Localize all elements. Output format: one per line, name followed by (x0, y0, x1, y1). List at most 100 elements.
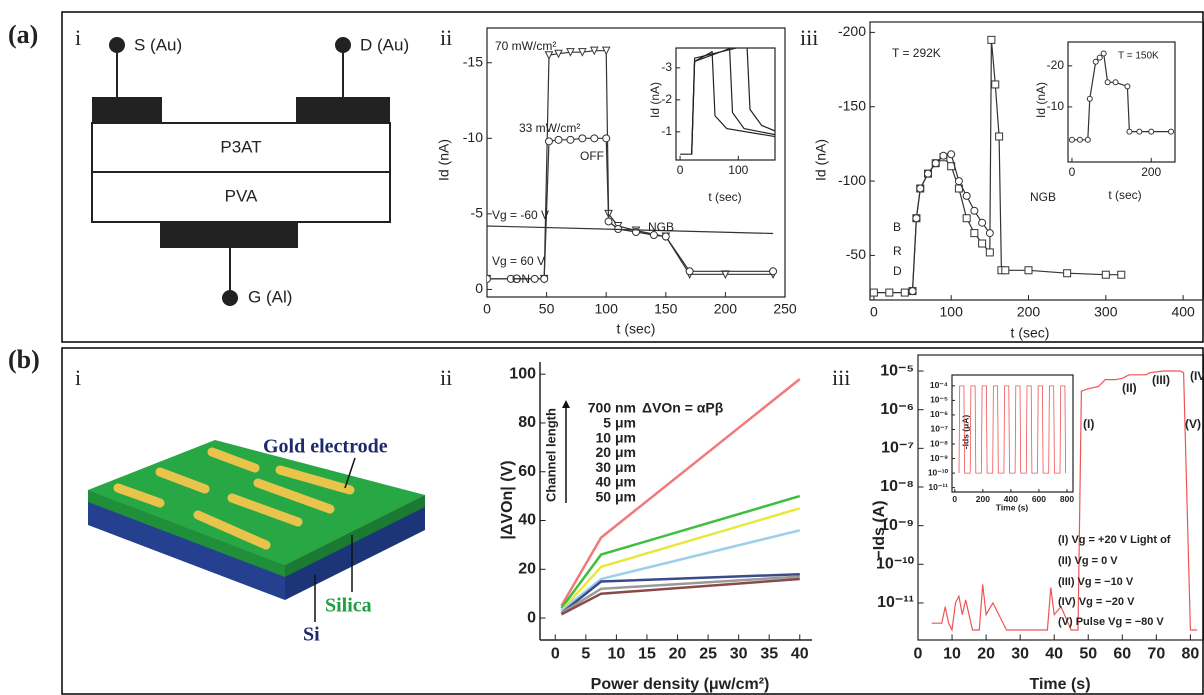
series-line (561, 574, 799, 613)
electrode-label: Gold electrode (263, 436, 388, 458)
annotation: T = 150K (1118, 51, 1159, 62)
y-tick-label: 10⁻⁵ (930, 395, 948, 405)
x-tick-label: 5 (581, 646, 590, 663)
marker (924, 170, 931, 177)
x-tick-label: 80 (1181, 646, 1199, 663)
gate-electrode (160, 222, 298, 248)
chart: 0510152025303540020406080100Power densit… (499, 362, 812, 693)
y-tick-label: 10⁻⁷ (931, 424, 949, 434)
annotation: D (893, 264, 902, 278)
panel-label: (b) (8, 345, 40, 374)
legend-entry: 30 μm (596, 459, 636, 475)
x-tick-label: 0 (1069, 165, 1076, 179)
marker (992, 81, 999, 88)
y-tick-label: -50 (846, 246, 866, 262)
y-tick-label: 10⁻⁸ (880, 478, 914, 495)
si-label: Si (303, 624, 320, 646)
y-tick-label: 10⁻¹⁰ (928, 467, 949, 477)
x-tick-label: 300 (1094, 303, 1118, 319)
x-tick-label: 40 (791, 646, 809, 663)
marker (1127, 129, 1132, 134)
y-tick-label: -2 (661, 92, 672, 106)
subpanel-label: iii (832, 365, 850, 390)
x-tick-label: 0 (914, 646, 923, 663)
marker (940, 152, 947, 159)
y-axis-label: -Ids (μA) (960, 415, 970, 450)
x-tick-label: 10 (608, 646, 626, 663)
marker (545, 138, 552, 145)
annotation: B (893, 220, 901, 234)
annotation: (V) Pulse Vg = −80 V (1058, 616, 1164, 628)
x-tick-label: 0 (870, 303, 878, 319)
y-tick-label: 10⁻⁷ (881, 440, 914, 457)
y-tick-label: 80 (518, 414, 536, 431)
marker (1102, 271, 1109, 278)
gate-label: G (Al) (248, 287, 292, 306)
x-tick-label: 20 (669, 646, 687, 663)
subpanel-label: i (75, 25, 81, 50)
marker (1137, 129, 1142, 134)
marker (988, 36, 995, 43)
marker (1101, 51, 1106, 56)
y-tick-label: 40 (518, 512, 536, 529)
marker (686, 268, 693, 275)
x-tick-label: 0 (551, 646, 560, 663)
x-tick-label: 0 (483, 300, 491, 316)
marker (948, 151, 955, 158)
marker (1093, 59, 1098, 64)
x-axis-label: t (sec) (1108, 188, 1141, 202)
subpanel-label: i (75, 365, 81, 390)
marker (579, 135, 586, 142)
annotation: (III) (1152, 373, 1170, 387)
x-tick-label: 70 (1147, 646, 1165, 663)
y-tick-label: 10⁻¹¹ (928, 482, 948, 492)
marker (603, 135, 610, 142)
annotation: 33 mW/cm² (519, 121, 580, 135)
y-tick-label: -150 (838, 97, 866, 113)
marker (913, 215, 920, 222)
drain-electrode (296, 97, 390, 123)
marker (901, 289, 908, 296)
marker (979, 219, 986, 226)
marker (986, 249, 993, 256)
y-axis-label: Id (nA) (648, 82, 662, 118)
y-tick-label: 20 (518, 560, 536, 577)
silica-label: Silica (325, 595, 372, 617)
marker (909, 288, 916, 295)
marker (1149, 129, 1154, 134)
marker (1118, 271, 1125, 278)
x-tick-label: 20 (977, 646, 995, 663)
y-tick-label: 10⁻⁶ (930, 409, 948, 419)
annotation: NGB (648, 220, 674, 234)
x-tick-label: 600 (1032, 494, 1046, 504)
x-axis-label: t (sec) (1011, 325, 1050, 341)
x-tick-label: 200 (976, 494, 990, 504)
chart: 0200-10-20t (sec)Id (nA)T = 150K (1034, 42, 1175, 202)
marker (605, 218, 612, 225)
annotation: ΔVOn = αPβ (642, 400, 724, 416)
x-tick-label: 100 (940, 303, 964, 319)
marker (955, 178, 962, 185)
annotation: (I) (1083, 417, 1094, 431)
y-tick-label: 0 (527, 609, 536, 626)
annotation: ON (512, 272, 530, 286)
x-axis-label: Time (s) (996, 502, 1029, 512)
marker (1085, 137, 1090, 142)
x-tick-label: 40 (1045, 646, 1063, 663)
marker (963, 192, 970, 199)
figure: (a) (b) i ii iii i ii iii S (Au) D (Au) … (0, 0, 1204, 695)
marker (1125, 84, 1130, 89)
legend-entry: 10 μm (596, 429, 636, 445)
x-tick-label: 15 (638, 646, 656, 663)
y-axis-label: −Ids (A) (871, 500, 888, 559)
y-tick-label: 10⁻⁴ (930, 380, 948, 390)
x-tick-label: 0 (677, 163, 684, 177)
annotation: R (893, 244, 902, 258)
marker (1169, 129, 1174, 134)
x-tick-label: 100 (595, 300, 619, 316)
annotation: (IV) Vg = −20 V (1058, 596, 1135, 608)
x-axis-label: Time (s) (1029, 676, 1090, 693)
y-tick-label: 10⁻⁹ (930, 453, 948, 463)
marker (567, 136, 574, 143)
y-tick-label: -10 (1047, 99, 1065, 113)
